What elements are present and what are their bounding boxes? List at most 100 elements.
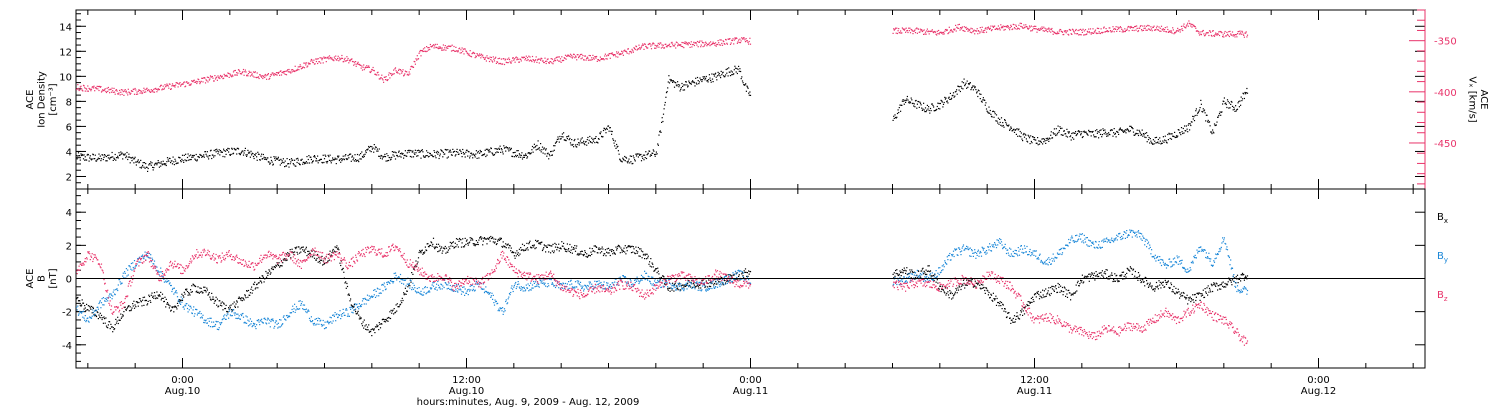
density-series-point <box>1071 137 1074 139</box>
density-series-point <box>1094 136 1096 138</box>
speed-series-point <box>1120 27 1122 29</box>
series-bx-point <box>1089 276 1092 278</box>
speed-series-point <box>392 73 394 75</box>
series-bx-point <box>432 237 435 239</box>
speed-series-point <box>905 27 907 29</box>
speed-series-point <box>1020 25 1022 27</box>
speed-series-point <box>563 59 565 62</box>
series-bx-point <box>893 277 895 279</box>
speed-series-point <box>299 66 301 68</box>
series-bx-point <box>85 310 87 312</box>
density-series-point <box>1210 131 1212 133</box>
density-series-point <box>1212 129 1214 131</box>
series-bx-point <box>711 282 713 285</box>
speed-series-point <box>1007 25 1009 27</box>
speed-series-point <box>936 30 938 32</box>
density-series-point <box>1053 133 1055 135</box>
density-series-point <box>317 155 319 157</box>
series-bx-point <box>521 249 523 251</box>
density-series-point <box>411 151 413 153</box>
density-series-point <box>539 149 541 151</box>
density-series-point <box>743 84 745 86</box>
series-bx-point <box>479 236 481 239</box>
series-bx-point <box>528 241 530 244</box>
series-bx-point <box>200 287 202 289</box>
speed-series-point <box>630 52 633 54</box>
series-bx-point <box>193 285 195 287</box>
speed-series-point <box>1018 28 1021 30</box>
density-series-point <box>997 117 999 119</box>
speed-series-point <box>728 38 730 40</box>
density-series-point <box>594 142 596 144</box>
series-bx-point <box>951 292 953 295</box>
series-bx-point <box>274 267 276 269</box>
series-bx-point <box>342 267 344 269</box>
series-bx-point <box>291 248 293 250</box>
density-series-point <box>1035 139 1037 141</box>
speed-series-point <box>915 28 917 30</box>
density-series-point <box>1030 135 1032 137</box>
series-bx-point <box>143 296 146 298</box>
speed-series-point <box>1241 31 1244 33</box>
speed-series-point <box>253 76 255 78</box>
speed-series-point <box>272 73 274 75</box>
density-series-point <box>980 100 983 102</box>
density-series-point <box>1193 120 1196 122</box>
speed-series-point <box>85 87 87 90</box>
speed-series-point <box>331 57 333 59</box>
speed-series-point <box>287 69 289 71</box>
speed-series-point <box>332 59 334 61</box>
series-bx-point <box>984 289 986 292</box>
speed-series-point <box>228 76 230 78</box>
speed-series-point <box>171 85 173 87</box>
density-series-point <box>277 156 279 158</box>
speed-series-point <box>622 54 624 56</box>
density-series-point <box>1108 132 1110 134</box>
density-series-point <box>79 159 81 161</box>
speed-series-point <box>110 91 113 93</box>
density-series-point <box>908 102 910 104</box>
density-series-point <box>1207 121 1209 123</box>
series-bx-point <box>417 257 420 259</box>
speed-series-point <box>380 77 382 79</box>
series-bx-point <box>606 248 608 250</box>
speed-series-point <box>452 49 454 51</box>
series-bx-point <box>445 252 447 254</box>
density-series-point <box>435 157 437 159</box>
speed-series-point <box>264 73 266 76</box>
series-bx-point <box>901 269 903 271</box>
density-series-point <box>535 145 537 147</box>
speed-series-point <box>490 56 492 59</box>
series-bx-point <box>229 305 231 307</box>
density-series-point <box>615 147 617 149</box>
speed-series-point <box>459 47 461 49</box>
speed-series-point <box>1078 29 1080 31</box>
series-bx-point <box>538 242 540 244</box>
density-series-point <box>525 154 527 156</box>
speed-series-point <box>78 89 80 92</box>
speed-series-point <box>455 46 457 48</box>
density-series-point <box>420 157 422 159</box>
series-bx-point <box>573 247 575 249</box>
series-bx-point <box>1157 288 1159 290</box>
series-bx-point <box>412 273 414 275</box>
speed-series-point <box>979 32 981 34</box>
series-bx-point <box>120 317 122 319</box>
density-series-point <box>611 133 613 135</box>
density-series-point <box>709 77 711 79</box>
series-bx-point <box>230 304 232 306</box>
density-series-point <box>652 149 654 151</box>
series-bx-point <box>261 282 263 284</box>
series-bx-point <box>213 298 215 300</box>
speed-series-point <box>587 59 590 61</box>
density-series-point <box>1094 130 1097 132</box>
density-series-point <box>726 68 728 70</box>
series-bx-point <box>223 303 225 305</box>
density-series-point <box>587 142 590 144</box>
density-series-point <box>1157 138 1159 141</box>
density-series-point <box>508 147 511 149</box>
speed-series-point <box>148 90 151 92</box>
density-series-point <box>146 166 148 168</box>
speed-series-point <box>690 43 692 45</box>
speed-series-point <box>1235 34 1237 36</box>
